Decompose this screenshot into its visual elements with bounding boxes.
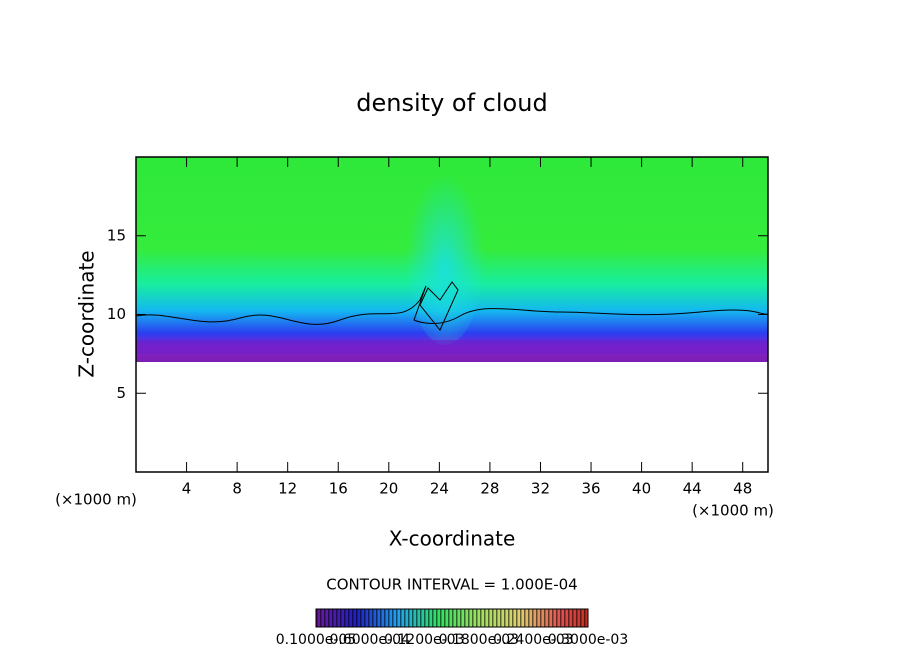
x-tick-label: 8 [232, 480, 242, 498]
x-tick-label: 4 [182, 480, 192, 498]
x-tick-label: 24 [430, 480, 449, 498]
colorbar-tick-label: 0.1000e-05 [276, 632, 356, 648]
colorbar-tick-label: 0.2400e-03 [493, 632, 573, 648]
x-tick-label: 44 [683, 480, 702, 498]
colorbar-tick-label: 0.1800e-03 [439, 632, 519, 648]
x-tick-label: 16 [329, 480, 348, 498]
colorbar-tick-label: 0.6000e-04 [329, 632, 410, 648]
x-tick-label: 40 [632, 480, 651, 498]
field [135, 155, 769, 362]
x-tick-label: 48 [733, 480, 752, 498]
y-axis-label: Z-coordinate [75, 250, 99, 377]
x-tick-label: 36 [581, 480, 600, 498]
y-tick-label: 10 [107, 305, 126, 323]
colorbar-tick-label: 0.3000e-03 [548, 632, 628, 648]
chart-title: density of cloud [356, 89, 547, 117]
x-tick-label: 12 [278, 480, 297, 498]
x-unit: (×1000 m) [692, 502, 774, 520]
x-axis-label: X-coordinate [389, 527, 516, 551]
y-tick-label: 15 [107, 226, 126, 244]
x-tick-label: 32 [531, 480, 550, 498]
y-tick-label: 5 [116, 384, 126, 402]
y-unit: (×1000 m) [55, 491, 137, 509]
x-tick-label: 28 [480, 480, 499, 498]
colorbar-tick-label: 0.1200e-03 [384, 632, 464, 648]
colorbar-stripes [315, 608, 589, 628]
contour-note: CONTOUR INTERVAL = 1.000E-04 [326, 576, 577, 594]
x-tick-label: 20 [379, 480, 398, 498]
